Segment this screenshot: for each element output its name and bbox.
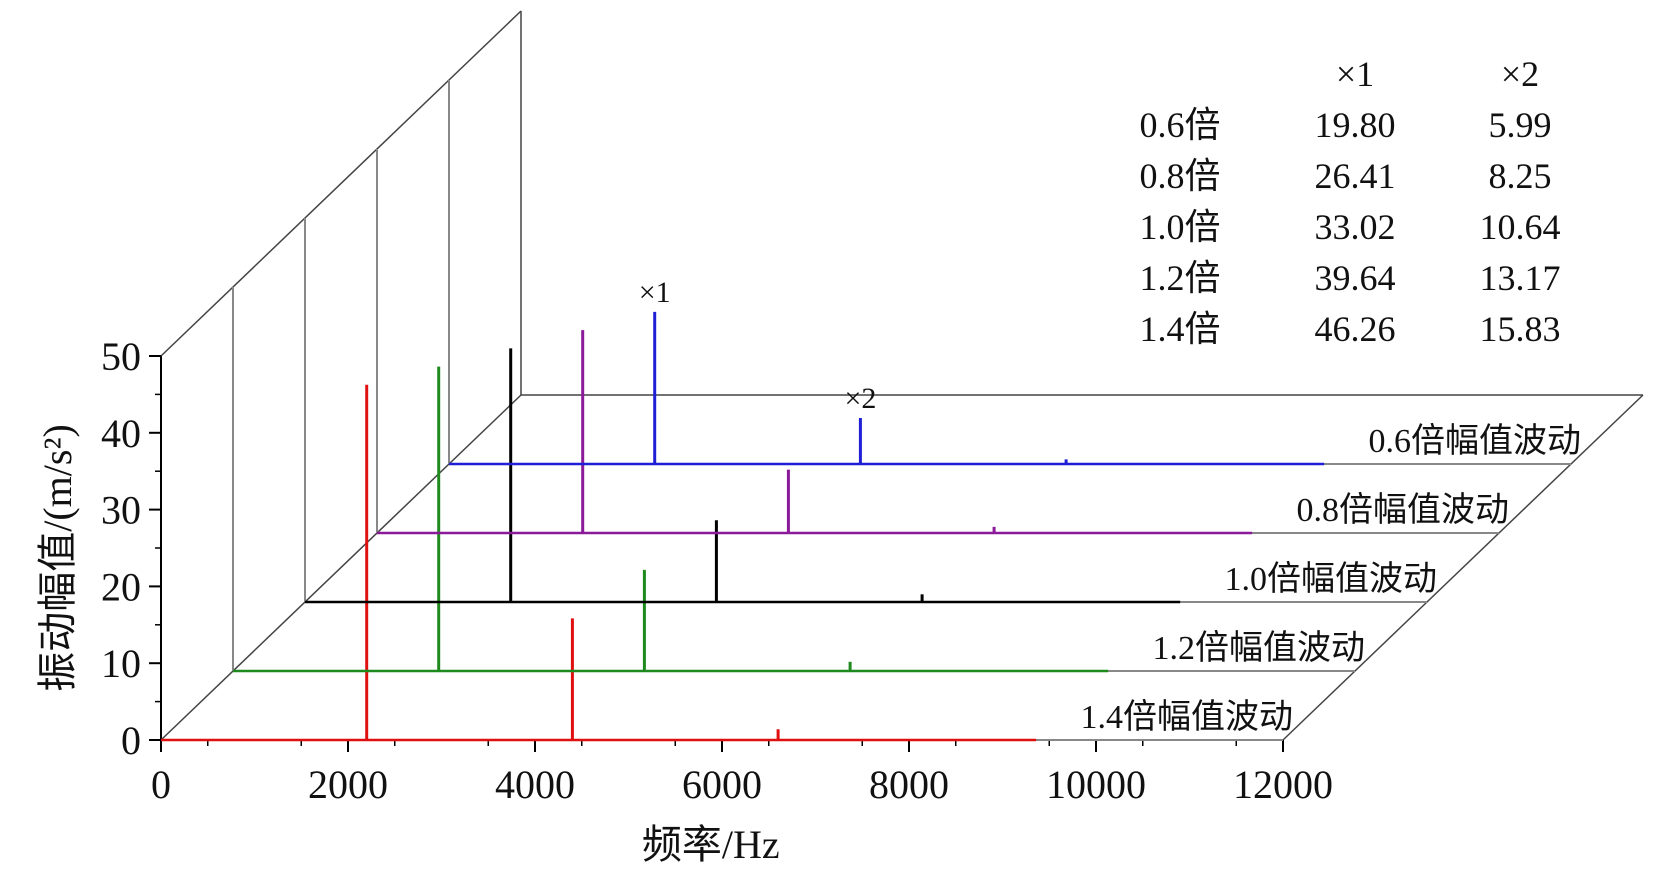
table-cell: 26.41 — [1315, 156, 1396, 196]
floor-right-edge — [1282, 394, 1644, 741]
table-header: ×2 — [1501, 54, 1539, 94]
table-cell: 1.4倍 — [1139, 309, 1220, 349]
y-tick-label: 50 — [101, 334, 141, 379]
annotation-x1: ×1 — [639, 276, 671, 309]
table-header: ×1 — [1336, 54, 1374, 94]
y-tick-label: 10 — [101, 641, 141, 686]
x-tick-label: 8000 — [869, 762, 949, 807]
y-tick-label: 0 — [121, 718, 141, 763]
series-layer — [161, 311, 1571, 742]
table-cell: 39.64 — [1315, 258, 1396, 298]
x-tick-label: 2000 — [308, 762, 388, 807]
table-cell: 10.64 — [1480, 207, 1561, 247]
floor-left-edge — [160, 394, 522, 741]
row-label: 1.4倍幅值波动 — [1081, 698, 1294, 736]
x-tick-label: 6000 — [682, 762, 762, 807]
x-tick-label: 10000 — [1046, 762, 1146, 807]
table-cell: 5.99 — [1489, 105, 1552, 145]
row-label: 1.2倍幅值波动 — [1153, 629, 1366, 667]
labels-layer: 0 2000 4000 6000 8000 10000 12000 0 10 20 30 40 50 频率… — [35, 276, 1581, 867]
table-cell: 19.80 — [1315, 105, 1396, 145]
value-table: ×1 ×2 0.6倍 19.80 5.99 0.8倍 26.41 8.25 1.0倍 33.02 1… — [1139, 54, 1560, 349]
annotation-x2: ×2 — [844, 382, 876, 415]
x-tick-label: 0 — [151, 762, 171, 807]
axis-frame — [149, 10, 1644, 752]
y-tick-label: 20 — [101, 564, 141, 609]
table-cell: 1.2倍 — [1139, 258, 1220, 298]
table-cell: 46.26 — [1315, 309, 1396, 349]
x-tick-label: 4000 — [495, 762, 575, 807]
table-cell: 0.8倍 — [1139, 156, 1220, 196]
table-cell: 13.17 — [1480, 258, 1561, 298]
x-tick-label: 12000 — [1233, 762, 1333, 807]
table-cell: 0.6倍 — [1139, 105, 1220, 145]
y-tick-label: 40 — [101, 411, 141, 456]
row-label: 0.8倍幅值波动 — [1297, 491, 1510, 529]
row-label: 0.6倍幅值波动 — [1369, 422, 1582, 460]
row-label: 1.0倍幅值波动 — [1225, 560, 1438, 598]
table-cell: 33.02 — [1315, 207, 1396, 247]
table-cell: 1.0倍 — [1139, 207, 1220, 247]
y-tick-label: 30 — [101, 488, 141, 533]
x-axis-title: 频率/Hz — [642, 822, 780, 867]
y-axis-title: 振动幅值/(m/s²) — [35, 424, 80, 692]
wall-top-edge — [160, 10, 522, 357]
table-cell: 15.83 — [1480, 309, 1561, 349]
table-cell: 8.25 — [1489, 156, 1552, 196]
